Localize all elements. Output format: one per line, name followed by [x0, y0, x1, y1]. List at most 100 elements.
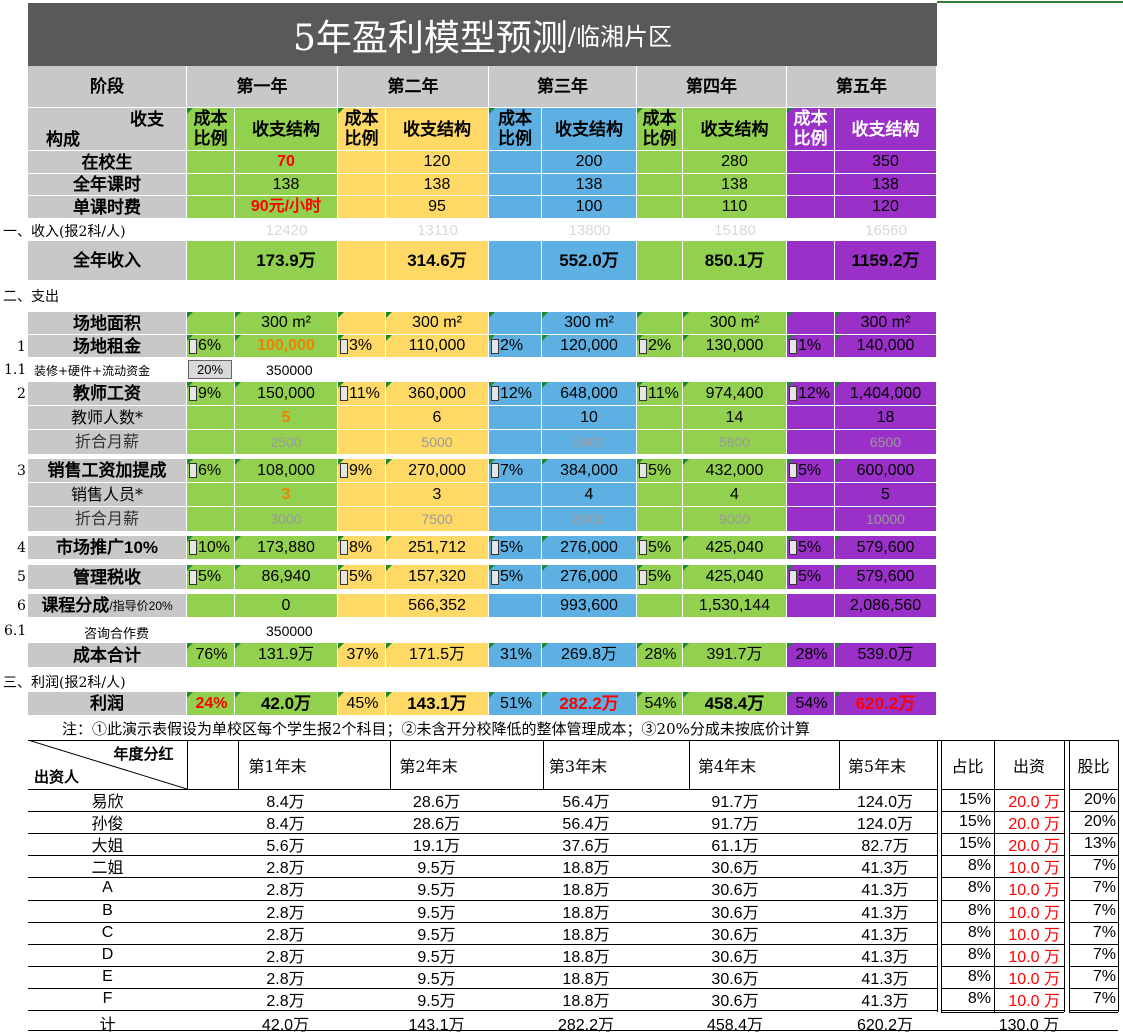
- rent-value-3: 120,000: [542, 335, 637, 358]
- comment-marker: [542, 312, 548, 318]
- investor-equity: 13%: [1083, 835, 1116, 853]
- salary-ratio-5: 12%: [787, 382, 835, 406]
- comment-marker: [637, 692, 643, 698]
- area-ratio-5: [787, 312, 835, 335]
- investor-dividend-5: 41.3万: [861, 992, 909, 1010]
- investor-equity: 7%: [1092, 945, 1116, 963]
- investor-equity: 7%: [1092, 901, 1116, 919]
- comment-marker: [637, 382, 643, 388]
- investor-dividend-1: 2.8万: [266, 860, 305, 878]
- area-value-1: 300 m²: [235, 312, 338, 335]
- investor-dividend-4: 30.6万: [711, 904, 759, 922]
- area-value-5: 300 m²: [835, 312, 937, 335]
- ratio-box-icon: [491, 569, 499, 585]
- profit-ratio-5: 54%: [787, 692, 835, 716]
- income-label: 全年收入: [28, 241, 187, 281]
- cell-text: 3000: [270, 511, 302, 527]
- comment-marker: [835, 312, 841, 318]
- comment-marker: [187, 536, 193, 542]
- profit-value-2: 143.1万: [386, 692, 489, 716]
- salespeople-ratio-3: [489, 483, 542, 507]
- investor-dividend-2: 9.5万: [417, 992, 456, 1010]
- cell-text: 350: [872, 153, 899, 170]
- teacher-monthly-value-1: 2500: [235, 430, 338, 455]
- dividend-year-header-4: 第4年末: [697, 756, 757, 776]
- sales-monthly-ratio-3: [489, 507, 542, 532]
- ratio-box-icon: [639, 463, 647, 478]
- investor-share: 8%: [967, 879, 991, 897]
- investor-dividend-2: 9.5万: [417, 970, 456, 988]
- comment-marker: [187, 459, 193, 465]
- income-value-5: 1159.2万: [835, 241, 937, 281]
- cell-text: 974,400: [705, 384, 764, 402]
- cell-text: 成本: [642, 109, 677, 129]
- course-number: 6: [17, 598, 26, 614]
- tax-value-1: 86,940: [235, 565, 338, 590]
- cost-total-value-2: 171.5万: [386, 643, 489, 668]
- salespeople-value-1: 3: [235, 483, 338, 507]
- corner-header: 收支 构成: [28, 108, 187, 151]
- cell-text: 第一年: [236, 77, 288, 96]
- cost-total-value-3: 269.8万: [542, 643, 637, 668]
- course-label-main: 课程分成: [41, 596, 110, 615]
- comment-marker: [187, 382, 193, 388]
- cell-text: 200: [575, 153, 603, 170]
- course-value-3: 993,600: [542, 594, 637, 618]
- hours-value-5: 138: [835, 174, 937, 196]
- comment-marker: [235, 692, 241, 698]
- cell-text: 成本: [793, 109, 828, 129]
- cell-text: 579,600: [856, 538, 915, 556]
- sales-value-5: 600,000: [835, 459, 937, 483]
- investor-dividend-3: 18.8万: [562, 882, 610, 900]
- cell-text: 5%: [648, 568, 672, 585]
- cell-text: 7%: [500, 461, 524, 479]
- row-line: [941, 855, 994, 856]
- comment-marker: [637, 536, 643, 542]
- tax-ratio-3: 5%: [489, 565, 542, 590]
- comment-marker: [187, 335, 193, 341]
- cell-text: 37%: [346, 646, 379, 663]
- cell-text: 10000: [866, 511, 905, 527]
- box-bottom-line: [1069, 1012, 1118, 1013]
- corner-right-line: [187, 740, 188, 789]
- investor-name: 二姐: [91, 860, 124, 878]
- ratio-box-icon: [491, 386, 499, 401]
- year-sep-line: [689, 740, 690, 789]
- income-ratio-3: [489, 241, 542, 281]
- rent-value-4: 130,000: [683, 335, 787, 358]
- cell-text: 比例: [193, 129, 228, 148]
- ratio-box-icon: [340, 540, 348, 555]
- investor-dividend-1: 8.4万: [266, 816, 305, 834]
- year-sep-line: [839, 740, 840, 789]
- investor-dividend-2: 9.5万: [417, 860, 456, 878]
- row-line: [941, 900, 994, 901]
- cell-text: 5%: [349, 568, 373, 585]
- cell-text: 579,600: [856, 568, 915, 585]
- teachers-ratio-1: [187, 406, 235, 430]
- cell-text: 600,000: [856, 461, 915, 479]
- salespeople-value-4: 4: [683, 483, 787, 507]
- comment-marker: [542, 692, 548, 698]
- row-line: [28, 922, 937, 923]
- investor-dividend-5: 41.3万: [861, 948, 909, 966]
- cell-text: 1,404,000: [849, 384, 922, 402]
- investor-invest: 20.0 万: [1008, 838, 1060, 856]
- profit-value-5: 620.2万: [835, 692, 937, 716]
- year-header-3: 第三年: [489, 66, 637, 108]
- salespeople-ratio-4: [637, 483, 683, 507]
- course-value-1: 0: [235, 594, 338, 618]
- row-line: [994, 1010, 1064, 1011]
- cell-text: 2%: [500, 337, 524, 354]
- fee-ratio-5: [787, 196, 835, 219]
- total-label: 计: [99, 1016, 116, 1034]
- ratio-box-icon: [189, 540, 197, 555]
- cell-text: 108,000: [257, 461, 315, 479]
- course-value-5: 2,086,560: [835, 594, 937, 618]
- cell-text: 13110: [417, 221, 458, 239]
- cell-text: 552.0万: [559, 251, 619, 270]
- tax-label: 管理税收: [28, 565, 187, 590]
- fee-value-1: 90元/小时: [235, 196, 338, 219]
- marketing-value-5: 579,600: [835, 536, 937, 560]
- ratio-header-5: 成本 比例: [787, 108, 835, 151]
- row-line: [941, 1010, 994, 1011]
